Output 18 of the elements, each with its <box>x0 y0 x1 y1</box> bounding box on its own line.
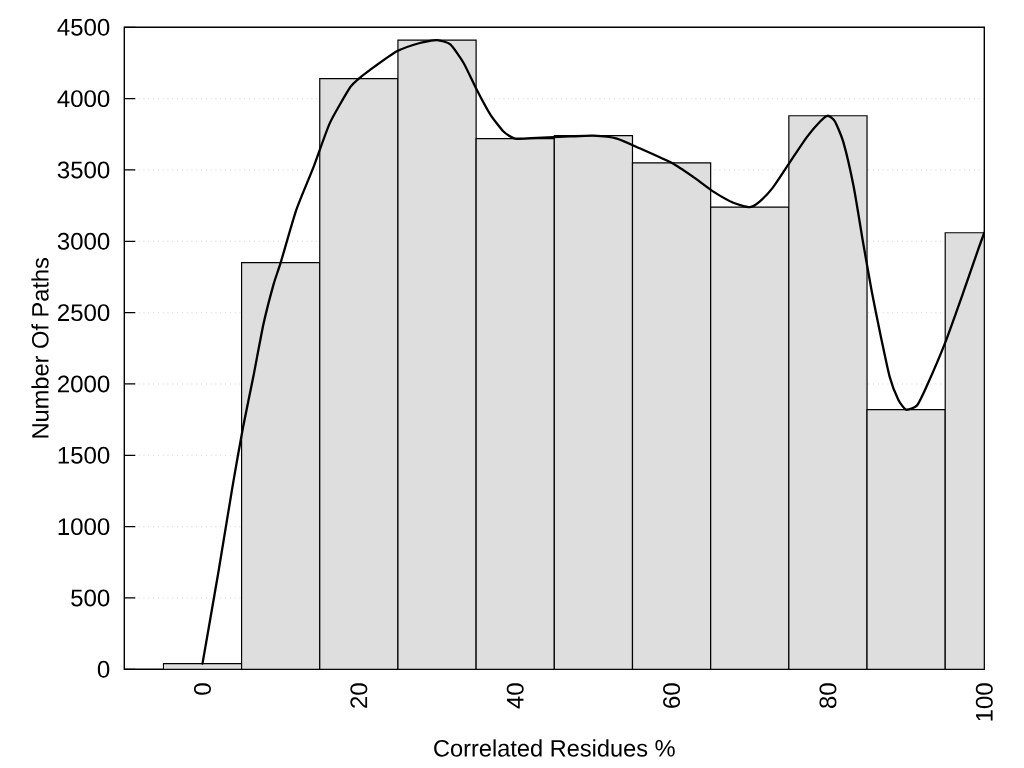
x-tick-label: 20 <box>350 683 368 708</box>
y-tick-label: 2000 <box>58 375 110 393</box>
y-tick-label: 1500 <box>58 446 110 464</box>
y-tick-label: 1000 <box>58 518 110 536</box>
y-tick-label: 3500 <box>57 161 110 179</box>
x-tick-label: 60 <box>663 683 681 708</box>
y-tick-label: 2500 <box>58 304 110 322</box>
x-tick-label: 40 <box>506 683 524 709</box>
y-tick-label: 500 <box>71 589 110 607</box>
y-tick-label: 4500 <box>57 18 110 36</box>
x-tick-label: 0 <box>193 683 211 695</box>
y-tick-label: 0 <box>97 660 110 678</box>
y-tick-label: 3000 <box>57 232 110 250</box>
y-tick-label: 4000 <box>57 90 110 108</box>
x-tick-label: 100 <box>975 683 993 721</box>
y-axis-title: Number Of Paths <box>31 258 49 438</box>
x-tick-label: 80 <box>819 683 837 709</box>
x-axis-title: Correlated Residues % <box>434 739 675 757</box>
